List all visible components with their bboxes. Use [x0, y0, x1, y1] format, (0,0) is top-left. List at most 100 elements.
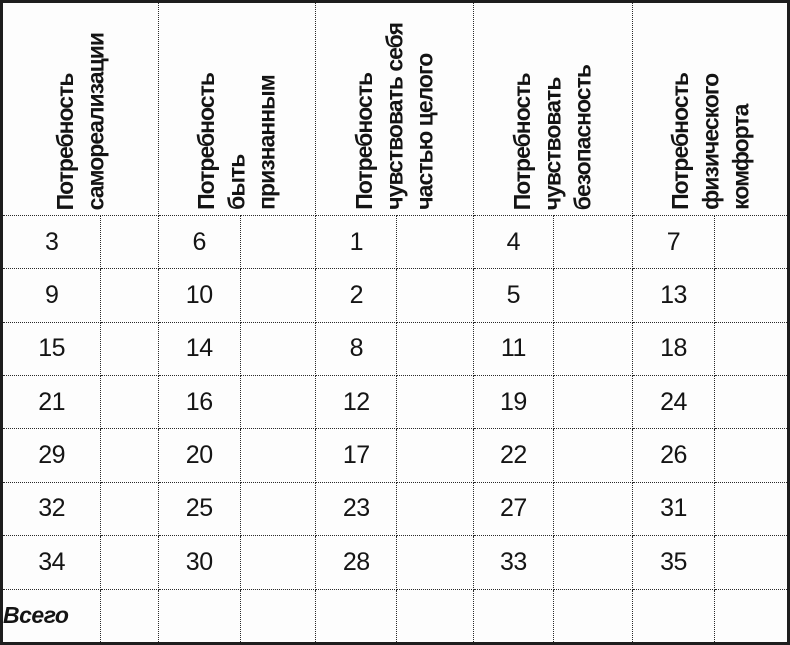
item-number: 7: [666, 227, 681, 256]
header-cell-safety: Потребность чувствовать безопасность: [472, 1, 634, 216]
score-row-4: 21 16 12 19 24: [0, 375, 790, 430]
item-number: 15: [38, 334, 66, 363]
answer-blank-cell: [396, 268, 474, 323]
item-number-cell: 29: [0, 428, 102, 483]
answer-blank-cell: [713, 481, 790, 537]
item-number: 4: [506, 227, 521, 256]
item-number-cell: 12: [315, 375, 398, 430]
header-cell-self-actualization: Потребность самореализации: [1, 1, 159, 216]
score-row-5: 29 20 17 22 26: [0, 428, 790, 483]
total-blank-cell: [472, 588, 555, 645]
item-number-cell: 33: [472, 535, 555, 590]
total-row: Всего: [0, 588, 790, 645]
header-cell-physical-comfort: Потребность физического комфорта: [632, 1, 789, 216]
score-row-3: 15 14 8 11 18: [0, 321, 790, 377]
answer-blank-cell: [396, 321, 474, 377]
answer-blank-cell: [553, 428, 634, 483]
item-number-cell: 17: [315, 428, 398, 483]
total-blank-cell: [632, 588, 715, 645]
item-number: 24: [660, 387, 687, 416]
item-number-cell: 30: [157, 535, 241, 590]
item-number: 14: [185, 334, 213, 363]
header-label-physical-comfort: Потребность физического комфорта: [666, 73, 754, 210]
answer-blank-cell: [396, 214, 474, 270]
answer-blank-cell: [553, 214, 634, 270]
header-label-safety: Потребность чувствовать безопасность: [509, 64, 597, 210]
item-number-cell: 3: [0, 214, 102, 270]
answer-blank-cell: [239, 321, 317, 377]
item-number: 31: [660, 494, 687, 523]
item-number: 22: [499, 441, 527, 470]
answer-blank-cell: [713, 268, 790, 323]
answer-blank-cell: [239, 428, 317, 483]
header-label-recognition: Потребность быть признанным: [193, 73, 281, 210]
item-number-cell: 28: [315, 535, 398, 590]
score-row-1: 3 6 1 4 7: [0, 214, 790, 270]
item-number-cell: 24: [632, 375, 715, 430]
item-number: 21: [38, 387, 66, 416]
header-label-belonging: Потребность чувствовать себя частью цело…: [350, 23, 438, 210]
item-number: 10: [185, 281, 213, 310]
item-number-cell: 6: [157, 214, 241, 270]
item-number-cell: 10: [157, 268, 241, 323]
item-number-cell: 11: [472, 321, 555, 377]
header-cell-recognition: Потребность быть признанным: [157, 1, 317, 216]
answer-blank-cell: [713, 375, 790, 430]
answer-blank-cell: [239, 535, 317, 590]
header-cell-belonging: Потребность чувствовать себя частью цело…: [315, 1, 474, 216]
answer-blank-cell: [713, 214, 790, 270]
answer-blank-cell: [396, 481, 474, 537]
item-number-cell: 31: [632, 481, 715, 537]
answer-blank-cell: [100, 375, 159, 430]
header-row: Потребность самореализации Потребность б…: [1, 1, 789, 216]
answer-blank-cell: [100, 535, 159, 590]
score-row-2: 9 10 2 5 13: [0, 268, 790, 323]
item-number-cell: 4: [472, 214, 555, 270]
answer-blank-cell: [239, 481, 317, 537]
item-number: 27: [499, 494, 527, 523]
answer-blank-cell: [100, 214, 159, 270]
answer-blank-cell: [713, 321, 790, 377]
item-number: 9: [44, 281, 59, 310]
item-number: 23: [342, 494, 370, 523]
total-blank-cell: [315, 588, 398, 645]
item-number: 34: [38, 547, 66, 576]
item-number-cell: 27: [472, 481, 555, 537]
item-number: 18: [660, 334, 687, 363]
item-number: 5: [506, 281, 521, 310]
item-number: 16: [185, 387, 213, 416]
item-number-cell: 23: [315, 481, 398, 537]
total-blank-cell: [100, 588, 159, 645]
item-number: 26: [660, 441, 687, 470]
item-number-cell: 5: [472, 268, 555, 323]
answer-blank-cell: [396, 428, 474, 483]
item-number: 8: [349, 334, 364, 363]
answer-blank-cell: [100, 428, 159, 483]
answer-blank-cell: [713, 535, 790, 590]
total-blank-cell: [157, 588, 241, 645]
item-number-cell: 34: [0, 535, 102, 590]
item-number-cell: 7: [632, 214, 715, 270]
item-number-cell: 2: [315, 268, 398, 323]
item-number: 6: [192, 227, 207, 256]
score-row-7: 34 30 28 33 35: [0, 535, 790, 590]
total-blank-cell: [239, 588, 317, 645]
item-number-cell: 35: [632, 535, 715, 590]
item-number: 25: [185, 494, 213, 523]
item-number-cell: 13: [632, 268, 715, 323]
total-blank-cell: [713, 588, 790, 645]
item-number-cell: 14: [157, 321, 241, 377]
answer-blank-cell: [239, 375, 317, 430]
item-number-cell: 20: [157, 428, 241, 483]
answer-blank-cell: [100, 321, 159, 377]
item-number: 30: [185, 547, 213, 576]
item-number-cell: 8: [315, 321, 398, 377]
item-number-cell: 25: [157, 481, 241, 537]
item-number-cell: 21: [0, 375, 102, 430]
item-number-cell: 9: [0, 268, 102, 323]
item-number-cell: 32: [0, 481, 102, 537]
answer-blank-cell: [396, 375, 474, 430]
score-row-6: 32 25 23 27 31: [0, 481, 790, 537]
